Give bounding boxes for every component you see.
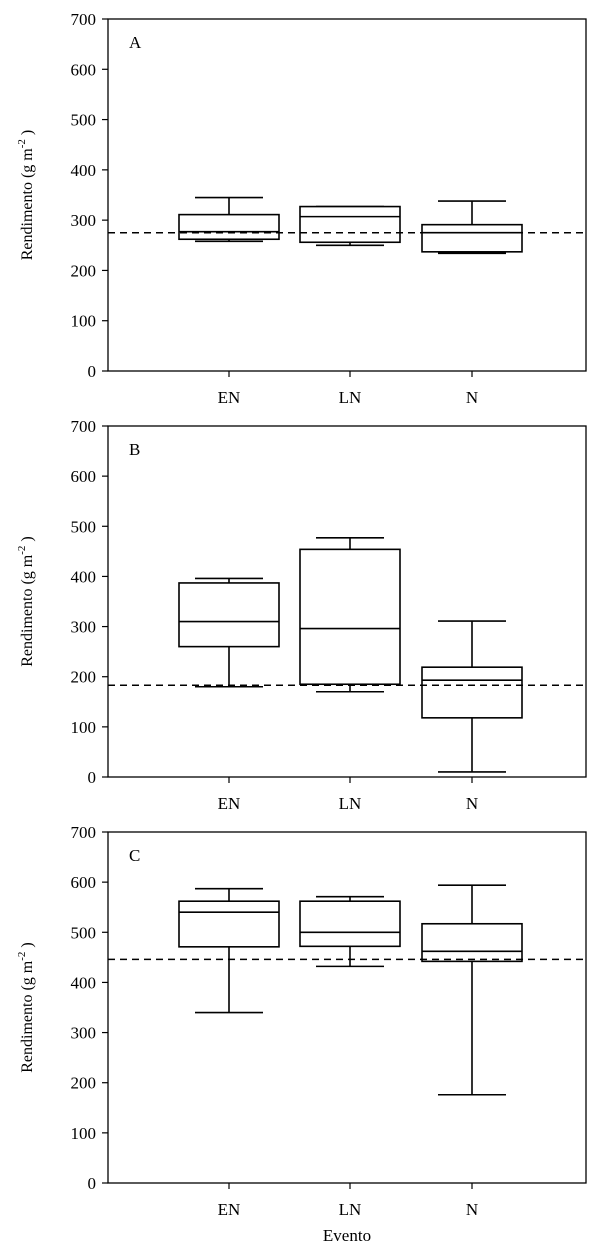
panel-b: 0 100 200 300 400 500 600 700 EN LN N B Rendimento (… [16, 417, 587, 813]
box-iqr [421, 223, 523, 253]
y-tick-label: 700 [71, 417, 97, 436]
y-tick-label: 500 [71, 517, 97, 536]
box-n [421, 200, 523, 255]
x-tick-label: EN [218, 794, 241, 813]
y-tick-label: 700 [71, 10, 97, 29]
y-tick-label: 500 [71, 923, 97, 942]
x-tick-label: EN [218, 1200, 241, 1219]
y-tick-label: 200 [71, 261, 97, 280]
y-tick-label: 300 [71, 1024, 97, 1043]
y-tick-label: 100 [71, 1124, 97, 1143]
x-tick-label: LN [339, 1200, 362, 1219]
panel-c: 0 100 200 300 400 500 600 700 EN LN N C Rendimento (… [16, 823, 587, 1219]
box-iqr [421, 922, 523, 963]
y-tick-label: 100 [71, 312, 97, 331]
y-tick-label: 500 [71, 111, 97, 130]
x-axis-label: Evento [323, 1226, 371, 1245]
plot-frame [107, 425, 587, 778]
y-tick-label: 400 [71, 161, 97, 180]
y-tick-label: 600 [71, 873, 97, 892]
y-tick-label: 200 [71, 1074, 97, 1093]
box-iqr [178, 900, 280, 948]
panel-letter: A [129, 33, 142, 52]
x-tick-label: N [466, 794, 478, 813]
y-tick-label: 600 [71, 467, 97, 486]
box-ln [299, 537, 401, 693]
panel-a: 0 100 200 300 400 500 600 700 EN LN N A Rendimento (… [16, 10, 587, 407]
y-tick-label: 0 [88, 768, 97, 787]
panel-letter: B [129, 440, 140, 459]
box-iqr [299, 900, 401, 948]
box-iqr [299, 205, 401, 244]
y-tick-label: 0 [88, 362, 97, 381]
box-n [421, 884, 523, 1096]
box-ln [299, 895, 401, 968]
y-tick-label: 300 [71, 211, 97, 230]
panel-letter: C [129, 846, 140, 865]
box-iqr [178, 213, 280, 241]
y-tick-label: 200 [71, 668, 97, 687]
x-tick-label: LN [339, 388, 362, 407]
y-tick-label: 300 [71, 618, 97, 637]
plot-frame [107, 831, 587, 1184]
y-tick-label: 400 [71, 973, 97, 992]
y-axis-label: Rendimento (g m-2 ) [16, 536, 36, 666]
box-ln [299, 205, 401, 247]
box-en [178, 577, 280, 688]
plot-frame [107, 18, 587, 372]
y-tick-label: 600 [71, 60, 97, 79]
box-iqr [421, 666, 523, 719]
y-axis-label: Rendimento (g m-2 ) [16, 942, 36, 1072]
x-tick-label: LN [339, 794, 362, 813]
box-n [421, 620, 523, 773]
box-iqr [299, 548, 401, 686]
y-tick-label: 400 [71, 567, 97, 586]
x-tick-label: N [466, 388, 478, 407]
box-en [178, 196, 280, 243]
y-tick-label: 100 [71, 718, 97, 737]
x-tick-label: EN [218, 388, 241, 407]
box-iqr [178, 582, 280, 648]
x-tick-label: N [466, 1200, 478, 1219]
y-tick-label: 700 [71, 823, 97, 842]
y-axis-label: Rendimento (g m-2 ) [16, 130, 36, 260]
y-tick-label: 0 [88, 1174, 97, 1193]
box-en [178, 887, 280, 1014]
